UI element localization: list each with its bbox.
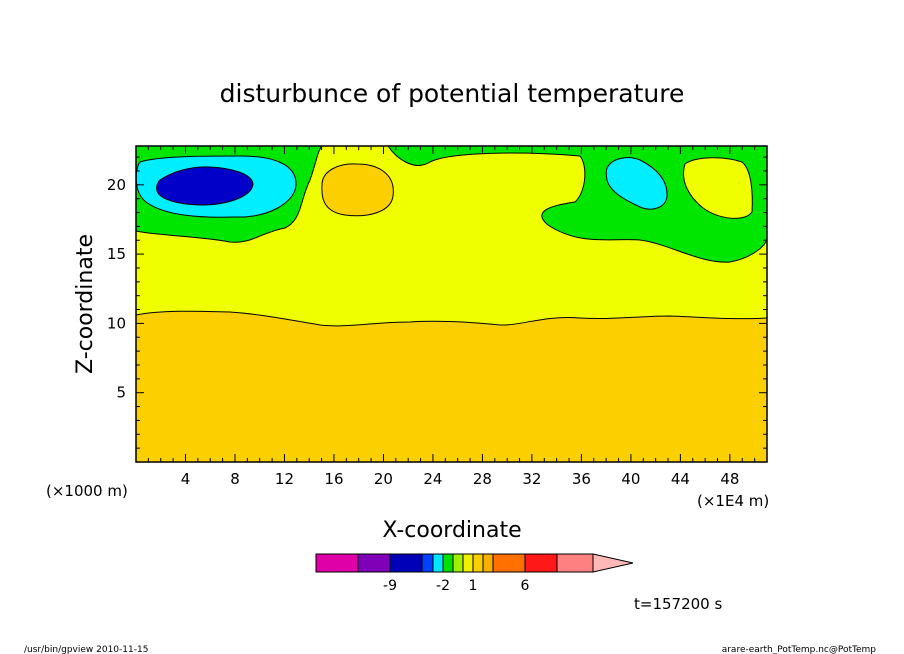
footer-left: /usr/bin/gpview 2010-11-15 (24, 645, 148, 654)
field-orange-blob (321, 163, 394, 217)
x-tick-label: 8 (230, 470, 240, 488)
x-tick-label: 32 (522, 470, 541, 488)
colorbar-swatch (442, 553, 454, 573)
x-tick-label: 16 (324, 470, 343, 488)
colorbar-extend-arrow (592, 553, 634, 573)
colorbar-swatch (472, 553, 484, 573)
footer-right: arare-earth_PotTemp.nc@PotTemp (722, 645, 877, 654)
y-tick-label: 20 (107, 176, 126, 194)
x-tick-label: 24 (423, 470, 442, 488)
field-blue-core (156, 166, 254, 206)
colorbar-swatch (462, 553, 474, 573)
x-tick-label: 44 (671, 470, 690, 488)
colorbar-swatch (432, 553, 444, 573)
plot-area (136, 146, 767, 462)
x-tick-label: 20 (374, 470, 393, 488)
colorbar (315, 553, 634, 573)
colorbar-swatch (357, 553, 391, 573)
colorbar-tick-label: 6 (521, 578, 530, 594)
colorbar-swatch (315, 553, 359, 573)
y-tick-label: 5 (116, 384, 126, 402)
plot-frame (135, 145, 768, 463)
x-tick-label: 48 (720, 470, 739, 488)
colorbar-swatch (421, 553, 434, 573)
x-tick-label: 36 (572, 470, 591, 488)
colorbar-swatch (452, 553, 464, 573)
colorbar-swatch (556, 553, 594, 573)
x-unit-left: (×1000 m) (46, 482, 128, 500)
colorbar-swatch (389, 553, 423, 573)
y-axis-label: Z-coordinate (73, 234, 98, 374)
x-tick-label: 40 (621, 470, 640, 488)
y-tick-label: 10 (107, 314, 126, 332)
colorbar-swatch (492, 553, 526, 573)
y-tick-label: 15 (107, 245, 126, 263)
x-tick-label: 28 (473, 470, 492, 488)
time-annotation: t=157200 s (634, 595, 722, 613)
colorbar-swatch (524, 553, 558, 573)
field-green-region (387, 146, 767, 263)
x-axis-label: X-coordinate (382, 518, 521, 543)
axis-ticks (136, 146, 767, 462)
field-cyan-right (605, 157, 668, 210)
colorbar-labels: -9 -2 1 6 (383, 578, 530, 594)
colorbar-tick-label: 1 (469, 578, 478, 594)
colorbar-swatch (482, 553, 494, 573)
x-tick-label: 4 (181, 470, 191, 488)
x-tick-label: 12 (275, 470, 294, 488)
x-unit-right: (×1E4 m) (697, 492, 769, 510)
chart-title: disturbunce of potential temperature (220, 79, 685, 108)
colorbar-tick-label: -2 (436, 578, 450, 594)
field-yellow-blob (683, 157, 753, 219)
colorbar-tick-label: -9 (383, 578, 397, 594)
